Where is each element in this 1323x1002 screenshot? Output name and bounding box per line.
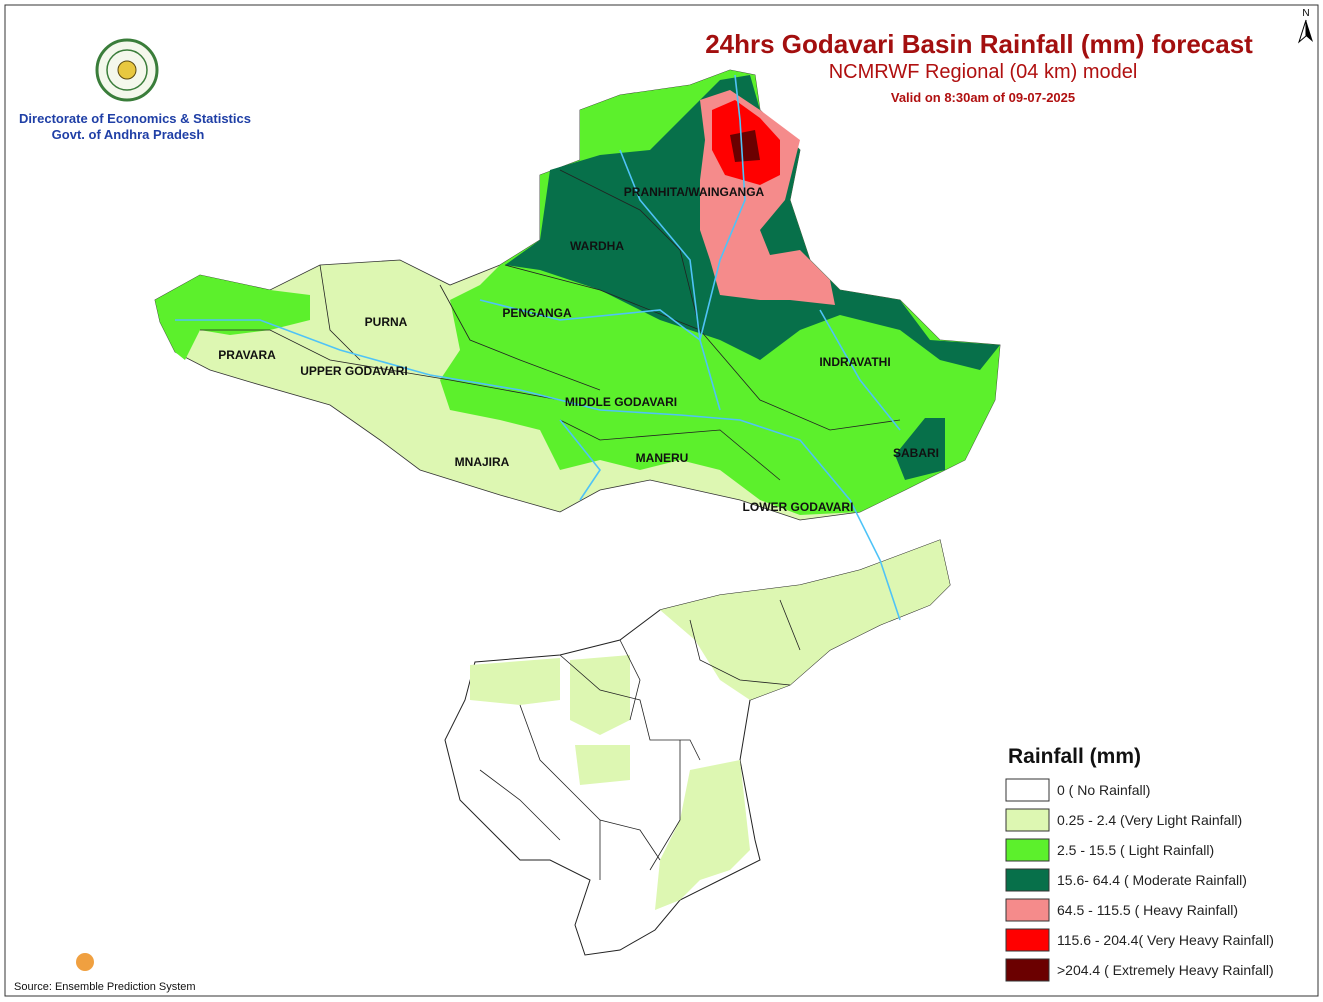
- rain-zone: [155, 275, 310, 360]
- legend-swatch: [1005, 898, 1050, 922]
- rain-zone: [470, 658, 560, 705]
- north-label: N: [1302, 8, 1309, 19]
- legend-label: 115.6 - 204.4( Very Heavy Rainfall): [1057, 932, 1274, 948]
- emblem: [95, 38, 159, 102]
- basin-label: INDRAVATHI: [819, 355, 890, 369]
- legend-label: 0 ( No Rainfall): [1057, 782, 1150, 798]
- basin-map: [154, 69, 1001, 621]
- subtitle: NCMRWF Regional (04 km) model: [829, 61, 1138, 83]
- legend-swatch: [1005, 928, 1050, 952]
- legend-label: >204.4 ( Extremely Heavy Rainfall): [1057, 962, 1274, 978]
- legend-swatch: [1005, 958, 1050, 982]
- title: 24hrs Godavari Basin Rainfall (mm) forec…: [705, 29, 1253, 59]
- rain-zone: [570, 655, 630, 735]
- basin-label: PURNA: [365, 315, 408, 329]
- rain-zone: [655, 760, 750, 910]
- legend: Rainfall (mm) 0 ( No Rainfall) 0.25 - 2.4…: [1005, 745, 1274, 982]
- basin-label: LOWER GODAVARI: [743, 500, 854, 514]
- basin-label: MNAJIRA: [455, 455, 510, 469]
- basin-label: PRAVARA: [218, 348, 276, 362]
- legend-label: 15.6- 64.4 ( Moderate Rainfall): [1057, 872, 1247, 888]
- basin-label: UPPER GODAVARI: [300, 364, 408, 378]
- basin-label: WARDHA: [570, 239, 624, 253]
- state-map: [444, 539, 951, 956]
- basin-label: MANERU: [636, 451, 689, 465]
- legend-swatch: [1005, 838, 1050, 862]
- rain-zone: [575, 745, 630, 785]
- legend-swatch: [1005, 808, 1050, 832]
- north-arrow: N: [1297, 8, 1313, 44]
- legend-title: Rainfall (mm): [1008, 745, 1141, 768]
- org-line: Directorate of Economics & Statistics: [19, 111, 251, 126]
- basin-label: PRANHITA/WAINGANGA: [624, 185, 765, 199]
- rain-zone: [730, 130, 760, 162]
- basin-label: PENGANGA: [502, 306, 572, 320]
- rain-zone: [895, 418, 945, 480]
- basin-label: MIDDLE GODAVARI: [565, 395, 677, 409]
- valid-date: Valid on 8:30am of 09-07-2025: [891, 90, 1075, 105]
- source: Source: Ensemble Prediction System: [14, 981, 196, 993]
- legend-label: 0.25 - 2.4 (Very Light Rainfall): [1057, 812, 1242, 828]
- org-line: Govt. of Andhra Pradesh: [52, 127, 205, 142]
- legend-swatch: [1005, 778, 1050, 802]
- legend-label: 2.5 - 15.5 ( Light Rainfall): [1057, 842, 1214, 858]
- logo: [76, 953, 94, 971]
- basin-label: SABARI: [893, 446, 939, 460]
- legend-label: 64.5 - 115.5 ( Heavy Rainfall): [1057, 902, 1238, 918]
- rain-zone: [660, 540, 950, 700]
- legend-swatch: [1005, 868, 1050, 892]
